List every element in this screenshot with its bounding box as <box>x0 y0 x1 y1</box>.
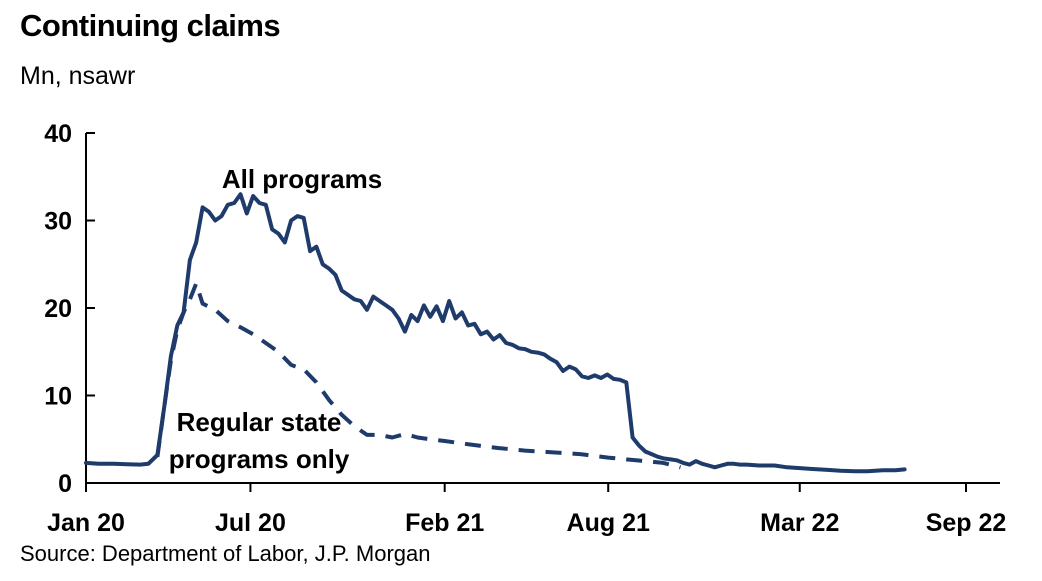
x-tick-label: Mar 22 <box>760 509 839 537</box>
x-tick-label: Aug 21 <box>567 509 650 537</box>
regular-state-series-line <box>155 281 681 470</box>
x-tick-label: Jan 20 <box>47 509 125 537</box>
all-programs-series-line <box>84 192 907 474</box>
annotations: All programs Regular state programs only <box>169 164 382 474</box>
series-lines <box>84 192 907 474</box>
annotation-label: All programs <box>222 164 382 194</box>
y-tick-label: 40 <box>44 120 72 148</box>
chart-title: Continuing claims <box>20 8 281 43</box>
x-tick-label: Sep 22 <box>926 509 1007 537</box>
annotation-label: programs only <box>169 444 350 474</box>
x-tick-label: Feb 21 <box>405 509 484 537</box>
annotation-label: Regular state <box>177 407 342 437</box>
y-tick-label: 20 <box>44 295 72 323</box>
x-tick-label: Jul 20 <box>215 509 286 537</box>
y-tick-label: 30 <box>44 208 72 236</box>
axes: 0 10 20 30 40 Jan 20 Jul 20 Feb 21 Aug 21 Mar 22 S… <box>44 120 1006 537</box>
y-tick-label: 0 <box>58 470 72 498</box>
chart-source: Source: Department of Labor, J.P. Morgan <box>20 541 431 566</box>
y-tick-label: 10 <box>44 383 72 411</box>
chart-subtitle: Mn, nsawr <box>20 62 136 90</box>
